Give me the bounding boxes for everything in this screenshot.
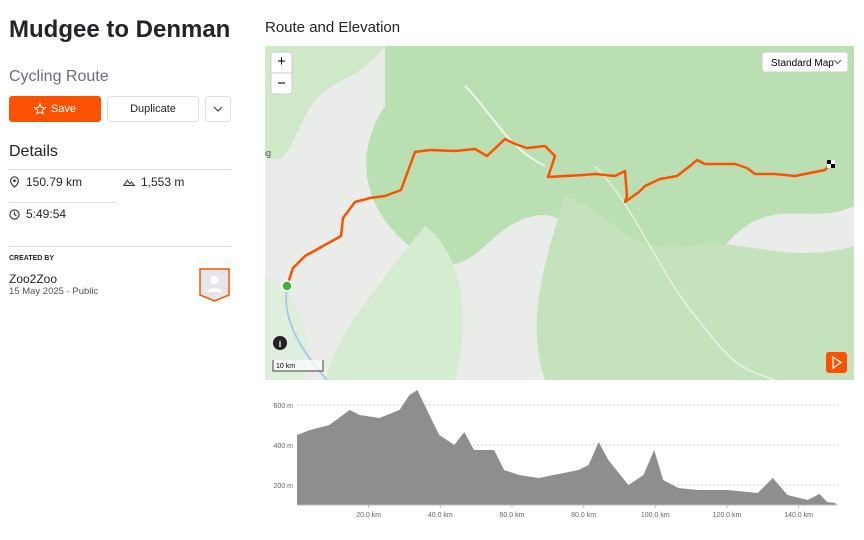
elevation-area	[297, 390, 836, 505]
elevation-value: 1,553 m	[141, 175, 185, 189]
divider	[9, 246, 231, 247]
y-tick-label: 200 m	[274, 483, 294, 490]
created-by-heading: CREATED BY	[9, 255, 54, 262]
star-icon	[33, 103, 46, 115]
divider	[9, 202, 117, 203]
place-label: ng	[265, 148, 271, 158]
x-tick-label: 80.0 km	[571, 512, 596, 519]
svg-text:i: i	[279, 339, 282, 349]
x-tick-label: 20.0 km	[356, 512, 381, 519]
y-tick-label: 600 m	[274, 403, 294, 410]
map[interactable]: ng + − Standard Map i 10 km	[265, 46, 854, 380]
divider	[9, 169, 231, 170]
elevation-stat: 1,553 m	[123, 175, 184, 189]
route-title: Mudgee to Denman	[9, 16, 231, 43]
map-canvas: ng + − Standard Map i 10 km	[265, 46, 854, 380]
pin-icon	[10, 176, 19, 188]
y-tick-label: 400 m	[274, 443, 294, 450]
duplicate-button[interactable]: Duplicate	[107, 96, 199, 122]
save-label: Save	[50, 103, 77, 115]
distance-stat: 150.79 km	[9, 175, 82, 189]
map-scale: 10 km	[276, 363, 295, 370]
elevation-chart: 200 m 400 m 600 m 20.0 km 40.0 km 60.0 km 80.0…	[274, 390, 838, 519]
divider	[123, 169, 231, 170]
x-tick-label: 40.0 km	[428, 512, 453, 519]
finish-flag	[827, 160, 835, 168]
zoom-in[interactable]: +	[277, 53, 286, 70]
save-button[interactable]: Save	[9, 96, 101, 122]
avatar[interactable]	[199, 268, 230, 302]
more-button[interactable]	[205, 96, 231, 122]
x-tick-label: 60.0 km	[500, 512, 525, 519]
x-tick-label: 100.0 km	[641, 512, 670, 519]
creator-meta: 15 May 2025 · Public	[9, 286, 99, 297]
time-value: 5:49:54	[26, 207, 67, 221]
distance-value: 150.79 km	[26, 175, 83, 189]
map-style[interactable]: Standard Map	[771, 58, 834, 69]
route-type: Cycling Route	[9, 68, 109, 85]
section-heading: Route and Elevation	[265, 19, 401, 36]
visibility: Public	[72, 286, 99, 297]
zoom-out[interactable]: −	[277, 75, 286, 92]
creator-name[interactable]: Zoo2Zoo	[9, 272, 58, 286]
chevron	[213, 106, 223, 112]
clock-icon	[9, 208, 20, 220]
details-heading: Details	[9, 143, 58, 160]
created-date: 15 May 2025	[9, 286, 64, 297]
x-tick-label: 140.0 km	[784, 512, 813, 519]
time-stat: 5:49:54	[9, 207, 66, 221]
mountain-icon	[123, 179, 135, 186]
x-tick-label: 120.0 km	[713, 512, 742, 519]
duplicate-label: Duplicate	[130, 103, 176, 115]
